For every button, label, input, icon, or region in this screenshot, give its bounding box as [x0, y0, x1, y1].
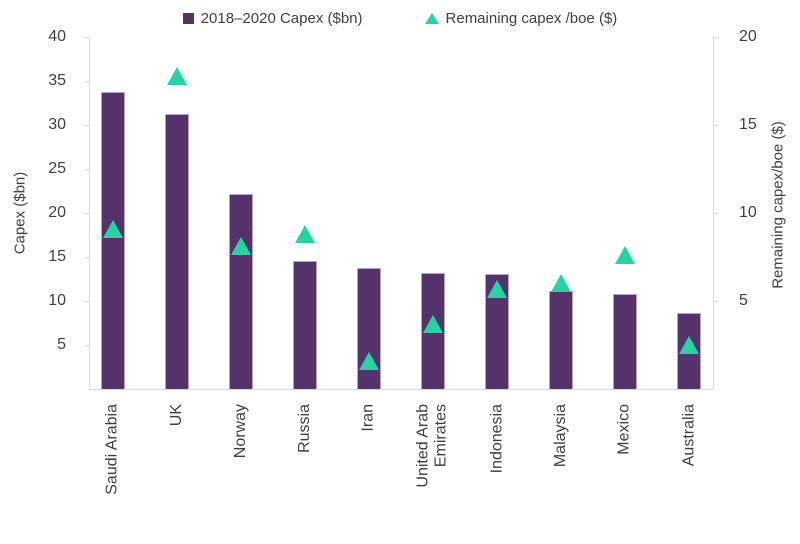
- legend-triangle-marker-icon: [424, 13, 439, 24]
- x-axis-category-label: United Arab Emirates: [415, 404, 450, 488]
- x-axis-category-label: Malaysia: [552, 404, 569, 468]
- right-axis-tick-label: 5: [739, 292, 748, 309]
- left-axis-tick: [84, 125, 89, 126]
- bar-malaysia: [549, 291, 573, 389]
- bar-saudi-arabia: [101, 92, 125, 389]
- marker-uk: [167, 66, 187, 85]
- right-axis-tick-label: 20: [739, 28, 757, 45]
- left-axis-tick: [84, 301, 89, 302]
- left-axis-tick: [84, 81, 89, 82]
- x-axis-line: [89, 389, 714, 390]
- bar-uk: [165, 113, 189, 389]
- marker-russia: [295, 225, 315, 244]
- x-axis-category-label: UK: [168, 404, 185, 427]
- left-axis-tick-label: 30: [48, 116, 66, 133]
- right-axis-title: Remaining capex/boe ($): [769, 121, 787, 289]
- legend: 2018–2020 Capex ($bn) Remaining capex /b…: [0, 10, 800, 27]
- legend-label-remaining-capex: Remaining capex /boe ($): [445, 10, 618, 27]
- x-axis-category-label: Australia: [680, 404, 697, 467]
- marker-norway: [231, 237, 251, 256]
- left-axis-tick-label: 35: [48, 72, 66, 89]
- x-axis-category-label: Russia: [296, 404, 313, 453]
- legend-item-remaining-capex: Remaining capex /boe ($): [424, 10, 618, 27]
- right-axis-tick-label: 10: [739, 204, 757, 221]
- x-axis-category-label: Saudi Arabia: [104, 404, 121, 495]
- x-axis-category-label: Iran: [360, 404, 377, 432]
- x-axis-category-label: Mexico: [616, 404, 633, 455]
- marker-saudi-arabia: [103, 219, 123, 238]
- left-axis-line: [89, 37, 90, 389]
- left-axis-tick: [84, 169, 89, 170]
- marker-australia: [679, 336, 699, 354]
- right-axis-tick: [714, 125, 719, 126]
- right-axis-tick-label: 15: [739, 116, 757, 133]
- bar-iran: [357, 267, 381, 389]
- left-axis-tick-label: 25: [48, 160, 66, 177]
- right-axis-line: [713, 37, 714, 389]
- bar-mexico: [613, 293, 637, 389]
- marker-mexico: [615, 246, 635, 265]
- legend-item-capex: 2018–2020 Capex ($bn): [182, 10, 363, 27]
- x-axis-category-label: Indonesia: [488, 404, 505, 474]
- left-axis-tick-label: 5: [57, 336, 66, 353]
- left-axis-tick-label: 20: [48, 204, 66, 221]
- right-axis-tick: [714, 213, 719, 214]
- left-axis-tick: [84, 37, 89, 38]
- marker-indonesia: [487, 279, 507, 298]
- bar-russia: [293, 261, 317, 389]
- left-axis-tick-label: 15: [48, 248, 66, 265]
- legend-square-marker-icon: [182, 13, 194, 24]
- bar-norway: [229, 193, 253, 389]
- right-axis-tick: [714, 301, 719, 302]
- left-axis-tick: [84, 345, 89, 346]
- marker-malaysia: [551, 274, 571, 293]
- legend-label-capex: 2018–2020 Capex ($bn): [200, 10, 363, 27]
- left-axis-tick: [84, 213, 89, 214]
- left-axis-tick: [84, 257, 89, 258]
- x-axis-category-label: Norway: [232, 404, 249, 459]
- left-axis-tick-label: 10: [48, 292, 66, 309]
- marker-united-arab-emirates: [423, 314, 443, 333]
- right-axis-tick: [714, 37, 719, 38]
- marker-iran: [359, 351, 379, 370]
- left-axis-tick-label: 40: [48, 28, 66, 45]
